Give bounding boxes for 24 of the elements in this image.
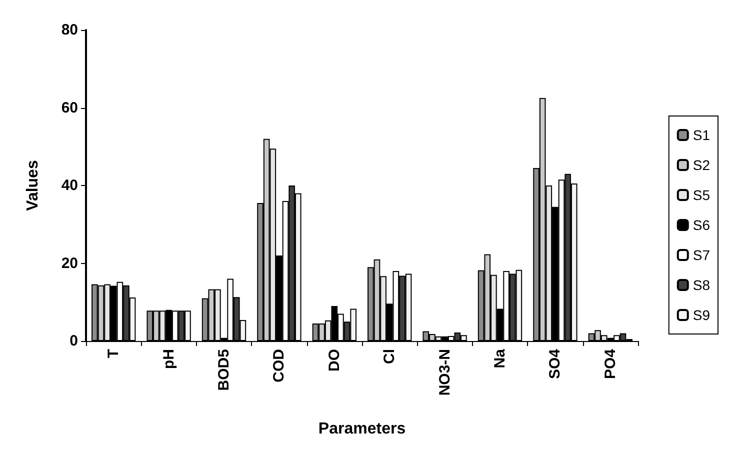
x-tick-label: Cl [381, 349, 398, 364]
legend-label: S1 [692, 127, 710, 143]
legend-label: S8 [692, 277, 710, 293]
x-tick-label: DO [326, 348, 343, 372]
x-tick-label: BOD5 [216, 349, 232, 391]
legend-label: S9 [692, 307, 710, 323]
x-axis-title: Parameters [318, 420, 406, 438]
y-tick-label: 20 [61, 254, 78, 272]
legend-label: S5 [692, 187, 710, 203]
y-tick-label: 0 [70, 332, 78, 350]
legend-label: S2 [692, 157, 710, 173]
x-tick-label: pH [160, 349, 178, 369]
x-tick-label: T [105, 349, 122, 358]
y-axis-title: Values [24, 160, 42, 211]
x-tick-label: PO4 [602, 348, 619, 380]
y-tick-label: 80 [61, 22, 78, 38]
legend-label: S7 [692, 247, 710, 263]
x-tick-label: COD [270, 348, 288, 382]
y-tick-label: 60 [61, 99, 78, 116]
x-tick-label: NO3-N [436, 349, 454, 396]
y-tick-label: 40 [61, 177, 78, 194]
legend-label: S6 [692, 217, 710, 233]
x-tick-label: SO4 [546, 348, 564, 380]
x-tick-label: Na [492, 348, 508, 368]
